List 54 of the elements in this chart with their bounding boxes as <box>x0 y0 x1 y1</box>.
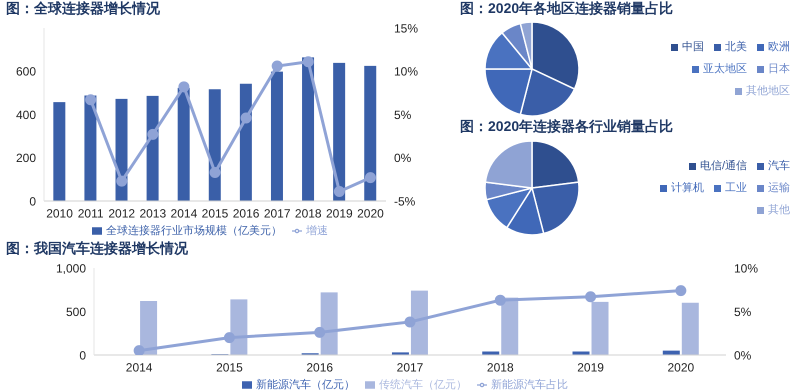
legend-label: 全球连接器行业市场规模（亿美元） <box>106 225 282 237</box>
chart-title: 图：全球连接器增长情况 <box>5 0 161 18</box>
y2-tick-label: 15% <box>394 21 418 36</box>
x-tick-label: 2013 <box>139 206 166 221</box>
legend-label: 电信/通信 <box>700 160 747 172</box>
legend-label: 其他 <box>768 204 790 216</box>
legend-label: 计算机 <box>671 182 704 194</box>
x-tick-label: 2020 <box>357 206 384 221</box>
chart-title: 图：我国汽车连接器增长情况 <box>5 240 189 258</box>
y2-tick-label: 0% <box>734 348 752 362</box>
y2-tick-label: 10% <box>734 261 758 276</box>
x-tick-label: 2015 <box>202 206 229 221</box>
legend-label: 中国 <box>682 41 704 53</box>
x-tick-label: 2016 <box>232 206 260 221</box>
x-tick-label: 2017 <box>264 206 291 221</box>
legend-label: 新能源汽车占比 <box>491 379 568 391</box>
y-tick-label: 600 <box>16 64 36 79</box>
y2-tick-label: 0% <box>394 151 412 166</box>
x-tick-label: 2015 <box>216 360 244 375</box>
y-tick-label: 0 <box>79 348 86 362</box>
x-tick-label: 2019 <box>326 206 354 221</box>
x-tick-label: 2020 <box>668 360 695 375</box>
legend-label: 亚太地区 <box>703 63 747 75</box>
y-tick-label: 500 <box>66 304 86 319</box>
x-tick-label: 2014 <box>170 206 198 221</box>
y2-tick-label: 5% <box>394 108 412 122</box>
x-tick-label: 2017 <box>396 360 424 375</box>
y2-tick-label: 10% <box>394 64 418 79</box>
x-tick-label: 2018 <box>294 206 322 221</box>
legend-label: 运输 <box>768 182 790 194</box>
y-tick-label: 400 <box>16 108 36 122</box>
y2-tick-label: 5% <box>734 304 752 319</box>
legend-label: 增速 <box>306 225 328 237</box>
x-tick-label: 2014 <box>126 360 153 375</box>
x-tick-label: 2019 <box>577 360 604 375</box>
legend-label: 传统汽车（亿元） <box>379 379 467 391</box>
x-tick-label: 2016 <box>306 360 334 375</box>
y-tick-label: 200 <box>16 151 36 166</box>
x-tick-label: 2011 <box>78 206 104 221</box>
chart-title: 图：2020年连接器各行业销量占比 <box>459 118 674 136</box>
legend-label: 北美 <box>725 41 747 53</box>
legend-label: 新能源汽车（亿元） <box>256 379 355 391</box>
x-tick-label: 2010 <box>46 206 74 221</box>
legend-label: 欧洲 <box>768 41 790 53</box>
y-tick-label: 0 <box>29 194 36 208</box>
legend-label: 日本 <box>768 63 790 75</box>
y-tick-label: 1,000 <box>56 261 86 276</box>
x-tick-label: 2018 <box>486 360 514 375</box>
legend-label: 汽车 <box>768 160 790 172</box>
legend-label: 工业 <box>725 182 747 194</box>
chart-title: 图：2020年各地区连接器销量占比 <box>459 0 674 18</box>
y2-tick-label: -5% <box>394 194 416 208</box>
legend-label: 其他地区 <box>746 85 790 97</box>
x-tick-label: 2012 <box>108 206 136 221</box>
